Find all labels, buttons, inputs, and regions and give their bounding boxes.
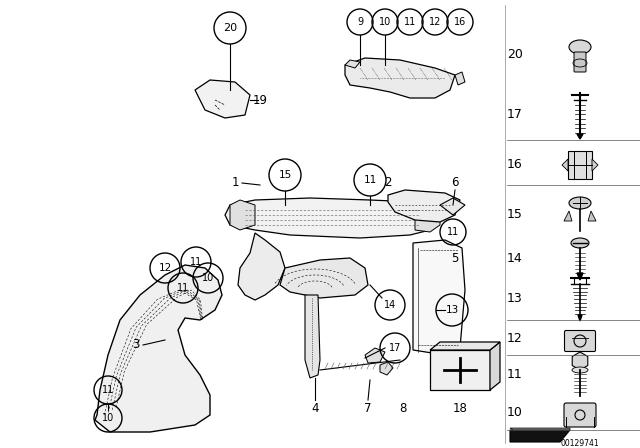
Polygon shape	[588, 211, 596, 221]
Text: 17: 17	[507, 108, 523, 121]
Polygon shape	[305, 295, 320, 378]
Text: 10: 10	[379, 17, 391, 27]
Text: 3: 3	[132, 339, 140, 352]
Text: 13: 13	[507, 292, 523, 305]
Text: 2: 2	[384, 177, 392, 190]
Bar	[434, 354, 486, 386]
Polygon shape	[490, 342, 500, 390]
Polygon shape	[577, 273, 583, 280]
Text: 8: 8	[399, 401, 406, 414]
Text: 11: 11	[507, 369, 523, 382]
Polygon shape	[455, 72, 465, 85]
Text: 12: 12	[158, 263, 172, 273]
Polygon shape	[380, 362, 393, 375]
Text: 10: 10	[102, 413, 114, 423]
Text: 10: 10	[507, 406, 523, 419]
FancyBboxPatch shape	[564, 403, 596, 427]
Polygon shape	[510, 430, 570, 442]
Text: 17: 17	[389, 343, 401, 353]
Polygon shape	[578, 315, 582, 321]
FancyBboxPatch shape	[574, 52, 586, 72]
Polygon shape	[440, 198, 465, 215]
Text: 13: 13	[445, 305, 459, 315]
Text: 10: 10	[202, 273, 214, 283]
Polygon shape	[345, 60, 360, 68]
Text: 19: 19	[253, 94, 268, 107]
Polygon shape	[230, 200, 255, 230]
Text: 5: 5	[451, 251, 459, 264]
Polygon shape	[225, 198, 435, 238]
Text: 18: 18	[452, 401, 467, 414]
Text: 4: 4	[311, 401, 319, 414]
Polygon shape	[415, 200, 440, 232]
Text: 14: 14	[507, 251, 523, 264]
Text: 1: 1	[231, 177, 239, 190]
Text: 6: 6	[451, 177, 459, 190]
Text: 9: 9	[357, 17, 363, 27]
Polygon shape	[345, 58, 455, 98]
Polygon shape	[413, 240, 465, 355]
Polygon shape	[510, 428, 570, 430]
Polygon shape	[562, 159, 568, 171]
Text: 11: 11	[190, 257, 202, 267]
Text: 11: 11	[177, 283, 189, 293]
Text: 12: 12	[507, 332, 523, 345]
Polygon shape	[365, 348, 385, 363]
Polygon shape	[388, 190, 460, 222]
Polygon shape	[592, 159, 598, 171]
Polygon shape	[430, 350, 490, 390]
Polygon shape	[95, 265, 222, 432]
Ellipse shape	[572, 367, 588, 373]
Text: 14: 14	[384, 300, 396, 310]
Polygon shape	[280, 258, 368, 298]
Text: 7: 7	[364, 401, 372, 414]
Text: 15: 15	[507, 208, 523, 221]
Ellipse shape	[571, 238, 589, 248]
Polygon shape	[564, 211, 572, 221]
Text: 00129741: 00129741	[561, 439, 599, 448]
Polygon shape	[238, 233, 285, 300]
Text: 11: 11	[102, 385, 114, 395]
Ellipse shape	[569, 197, 591, 209]
Text: 11: 11	[364, 175, 376, 185]
Polygon shape	[195, 80, 250, 118]
Text: 12: 12	[429, 17, 441, 27]
Text: 16: 16	[507, 159, 523, 172]
Bar	[568, 151, 592, 179]
Ellipse shape	[569, 40, 591, 54]
Polygon shape	[430, 342, 500, 350]
FancyBboxPatch shape	[564, 331, 595, 352]
Text: 11: 11	[447, 227, 459, 237]
Text: 16: 16	[454, 17, 466, 27]
Text: 15: 15	[278, 170, 292, 180]
Polygon shape	[577, 134, 583, 139]
Text: 20: 20	[507, 48, 523, 61]
Text: 20: 20	[223, 23, 237, 33]
Text: 11: 11	[404, 17, 416, 27]
